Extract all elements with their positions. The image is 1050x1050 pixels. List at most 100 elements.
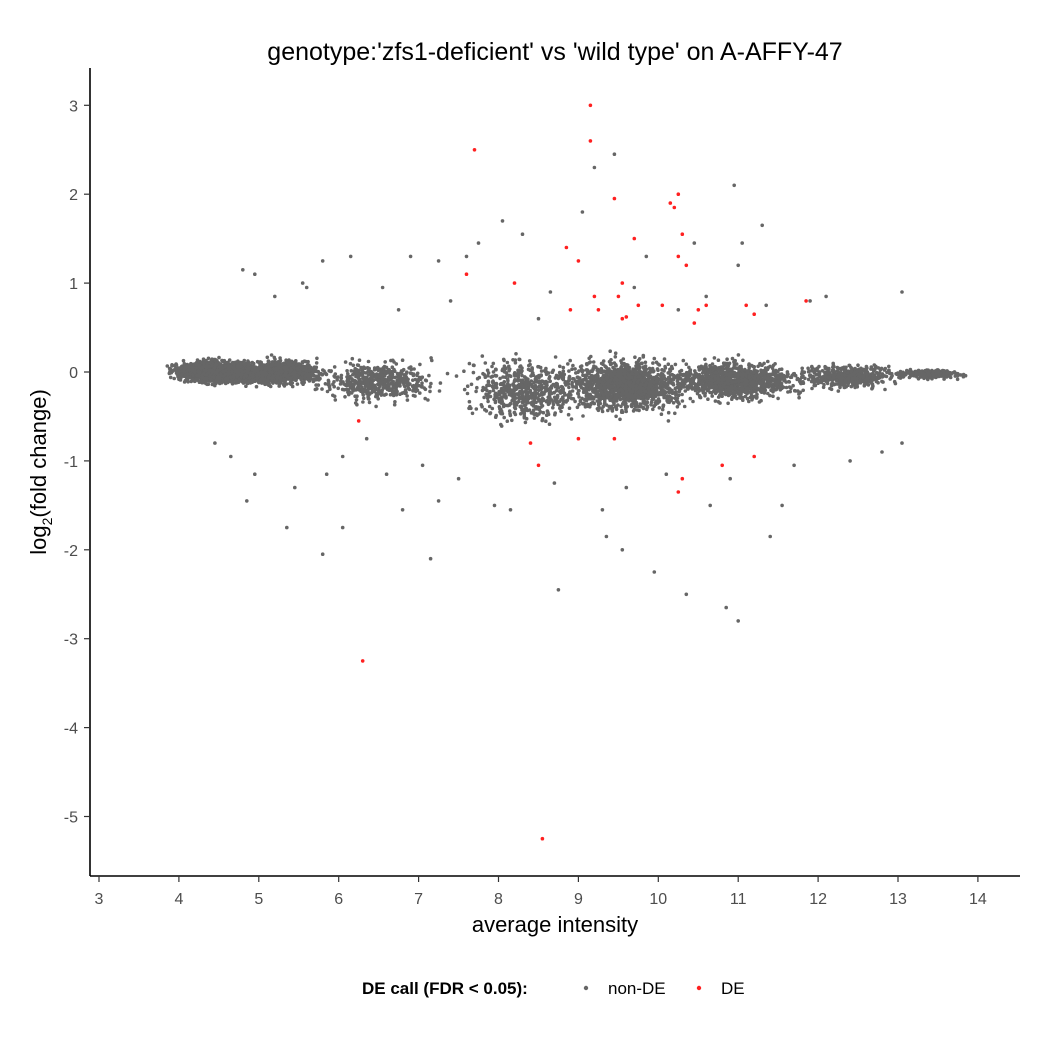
non-de-point [526,377,530,382]
non-de-point [542,369,547,373]
non-de-point [226,373,230,377]
non-de-point [366,397,371,401]
non-de-point [412,367,416,371]
non-de-point [530,367,534,371]
non-de-point [467,361,472,366]
non-de-point [423,378,428,383]
non-de-point [342,388,347,392]
non-de-point [247,360,251,365]
non-de-point [353,401,358,405]
non-de-point [390,372,395,377]
non-de-point [411,378,415,383]
non-de-point [502,388,507,392]
non-de-point [232,372,237,377]
non-de-point [517,399,521,404]
non-de-point [323,371,328,375]
non-de-point [454,374,459,378]
non-de-point [301,382,305,387]
non-de-point [306,377,310,382]
non-de-point [299,377,304,382]
non-de-point [254,384,259,389]
non-de-point [364,383,369,387]
non-de-point [507,409,512,413]
non-de-point [297,362,302,367]
non-de-point [502,415,507,420]
non-de-point [325,389,330,394]
non-de-point [499,381,504,386]
non-de-point [485,383,489,388]
non-de-point [497,390,502,395]
non-de-point [545,409,550,413]
non-de-point [271,381,275,385]
non-de-point [559,409,563,414]
non-de-point [367,400,372,405]
non-de-point [173,368,178,372]
non-de-point [520,366,524,370]
non-de-point [338,382,343,386]
non-de-point [472,363,476,368]
non-de-point [355,394,359,399]
non-de-point [332,384,337,389]
non-de-point [566,362,570,366]
non-de-point [335,378,340,382]
non-de-point [238,368,243,373]
non-de-point [303,367,308,372]
non-de-point [302,371,306,375]
non-de-point [525,396,530,400]
non-de-point [491,361,496,366]
non-de-point [363,389,368,394]
non-de-point [537,365,541,369]
non-de-point [520,383,524,388]
non-de-point [566,412,571,417]
non-de-point [191,368,195,373]
non-de-point [613,355,618,359]
non-de-point [182,362,187,366]
non-de-point [274,381,279,385]
non-de-point [488,411,492,416]
non-de-point [277,384,282,388]
non-de-point [363,366,367,371]
non-de-point [201,372,206,376]
non-de-point [513,412,518,417]
non-de-point [547,393,552,397]
non-de-point [411,393,416,398]
non-de-point [223,364,227,369]
non-de-point [551,405,555,410]
non-de-point [355,363,360,367]
non-de-point [428,389,432,394]
non-de-point [507,392,512,397]
non-de-point [384,383,389,388]
non-de-point [540,397,544,401]
non-de-point [516,377,520,382]
non-de-point [369,376,374,380]
non-de-point [269,353,274,357]
non-de-point [392,360,396,364]
non-de-point [274,366,278,371]
non-de-point [499,424,504,428]
non-de-point [261,381,266,385]
non-de-point [348,361,353,366]
non-de-point [561,402,565,406]
non-de-point [519,370,523,375]
non-de-point [532,396,536,401]
non-de-point [197,370,202,375]
non-de-point [513,373,518,377]
non-de-point [360,385,364,390]
non-de-point [278,379,283,384]
non-de-point [504,366,508,371]
non-de-point [212,375,216,380]
non-de-point [400,369,405,373]
non-de-point [209,358,214,362]
non-de-point [540,391,544,396]
non-de-point [507,403,512,407]
non-de-point [430,358,434,363]
non-de-point [269,362,274,367]
points-layer [165,103,968,841]
non-de-point [494,367,498,372]
non-de-point [282,365,286,370]
non-de-point [259,366,264,370]
non-de-point [336,386,341,391]
non-de-point [190,377,195,382]
non-de-point [502,394,506,398]
non-de-point [215,369,220,374]
